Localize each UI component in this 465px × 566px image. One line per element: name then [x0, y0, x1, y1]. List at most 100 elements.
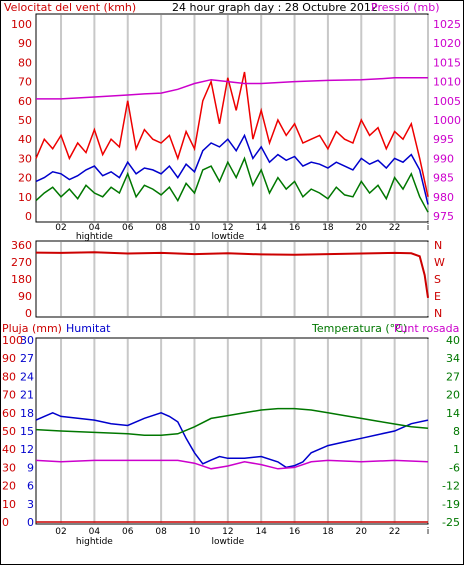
wind-tick-label: 20 — [18, 172, 32, 185]
temperature-tick-label: -6 — [449, 461, 460, 474]
x-tick-label: 10 — [189, 223, 201, 233]
humidity-tick-label: 24 — [20, 370, 34, 383]
x-tick-label: 10 — [189, 527, 201, 537]
x-tick-label: 08 — [155, 527, 167, 537]
x-tick-label: 14 — [255, 527, 267, 537]
compass-label: N — [434, 307, 442, 320]
x-tick-label: 04 — [89, 527, 101, 537]
temperature-tick-label: -19 — [442, 498, 460, 511]
series-line-dewpoint — [35, 459, 429, 470]
humidity-tick-label: 18 — [20, 407, 34, 420]
wind-tick-label: 100 — [11, 18, 32, 31]
temperature-tick-label: 1 — [453, 443, 460, 456]
series-line-humidity — [35, 411, 429, 469]
temperature-axis-label: Temperatura (°C) — [311, 322, 407, 335]
rain-axis-label: Pluja (mm) — [2, 322, 62, 335]
x-tick-label: 16 — [289, 527, 301, 537]
wind-axis-label: Velocitat del vent (kmh) — [4, 1, 136, 14]
x-tick-label: 18 — [322, 223, 334, 233]
direction-tick-label: 270 — [11, 256, 32, 269]
x-tick-label: 22 — [389, 223, 400, 233]
direction-tick-label: 0 — [25, 307, 32, 320]
temperature-tick-label: -25 — [442, 516, 460, 529]
series-line-gust — [35, 71, 429, 197]
humidity-plot-area — [35, 337, 429, 525]
direction-tick-label: 90 — [18, 290, 32, 303]
temperature-tick-label: 20 — [446, 389, 460, 402]
x-tick-label: 16 — [289, 223, 301, 233]
rain-tick-label: 100 — [2, 334, 23, 347]
wind-tick-label: 60 — [18, 95, 32, 108]
temperature-tick-label: 40 — [446, 334, 460, 347]
rain-tick-label: 40 — [2, 443, 16, 456]
tide-label: hightide — [76, 232, 113, 242]
series-line-minimum — [35, 156, 429, 213]
temperature-tick-label: 27 — [446, 370, 460, 383]
wind-plot-area — [35, 13, 429, 223]
x-tick-label: 06 — [122, 223, 134, 233]
compass-label: N — [434, 239, 442, 252]
dewpoint-axis-label: Punt rosada — [394, 322, 459, 335]
direction-tick-label: 360 — [11, 239, 32, 252]
temperature-tick-label: 34 — [446, 352, 460, 365]
series-line-temperature — [35, 407, 429, 436]
pressure-tick-label: 1025 — [433, 18, 461, 31]
pressure-tick-label: 995 — [433, 133, 454, 146]
x-tick-label: 22 — [389, 527, 400, 537]
pressure-axis-label: Pressió (mb) — [371, 1, 440, 14]
wind-tick-label: 30 — [18, 152, 32, 165]
x-tick-label: i — [427, 223, 430, 233]
x-tick-label: 14 — [255, 223, 267, 233]
rain-tick-label: 30 — [2, 461, 16, 474]
pressure-tick-label: 1010 — [433, 76, 461, 89]
pressure-tick-label: 985 — [433, 172, 454, 185]
humidity-tick-label: 21 — [20, 389, 34, 402]
x-tick-label: 08 — [155, 223, 167, 233]
x-tick-label: 04 — [89, 223, 101, 233]
series-line-pressure — [36, 77, 428, 100]
pressure-tick-label: 975 — [433, 210, 454, 223]
x-tick-label: 12 — [222, 527, 233, 537]
temperature-tick-label: 8 — [453, 425, 460, 438]
pressure-tick-label: 1005 — [433, 95, 461, 108]
rain-tick-label: 20 — [2, 480, 16, 493]
wind-tick-label: 40 — [18, 133, 32, 146]
tide-label: lowtide — [212, 537, 245, 547]
compass-label: E — [434, 290, 441, 303]
x-tick-label: 06 — [122, 527, 134, 537]
tide-label: lowtide — [212, 232, 245, 242]
humidity-axis-label: Humitat — [66, 322, 111, 335]
humidity-tick-label: 30 — [20, 334, 34, 347]
rain-tick-label: 0 — [2, 516, 9, 529]
wind-tick-label: 10 — [18, 191, 32, 204]
humidity-tick-label: 15 — [20, 425, 34, 438]
temperature-tick-label: -12 — [442, 480, 460, 493]
humidity-tick-label: 3 — [27, 498, 34, 511]
rain-tick-label: 80 — [2, 370, 16, 383]
compass-label: S — [434, 273, 441, 286]
humidity-tick-label: 27 — [20, 352, 34, 365]
pressure-tick-label: 980 — [433, 191, 454, 204]
x-tick-label: 02 — [55, 527, 66, 537]
pressure-tick-label: 1015 — [433, 56, 461, 69]
rain-tick-label: 10 — [2, 498, 16, 511]
tide-label: hightide — [76, 537, 113, 547]
pressure-tick-label: 1000 — [433, 114, 461, 127]
series-line-average — [35, 133, 429, 205]
pressure-tick-label: 990 — [433, 152, 454, 165]
x-tick-label: 12 — [222, 223, 233, 233]
humidity-tick-label: 9 — [27, 461, 34, 474]
rain-tick-label: 50 — [2, 425, 16, 438]
x-tick-label: 18 — [322, 527, 334, 537]
rain-tick-label: 70 — [2, 389, 16, 402]
x-tick-label: 20 — [356, 527, 368, 537]
pressure-tick-label: 1020 — [433, 37, 461, 50]
wind-tick-label: 90 — [18, 37, 32, 50]
wind-tick-label: 0 — [25, 210, 32, 223]
temperature-tick-label: 14 — [446, 407, 460, 420]
wind-tick-label: 80 — [18, 56, 32, 69]
humidity-tick-label: 6 — [27, 480, 34, 493]
